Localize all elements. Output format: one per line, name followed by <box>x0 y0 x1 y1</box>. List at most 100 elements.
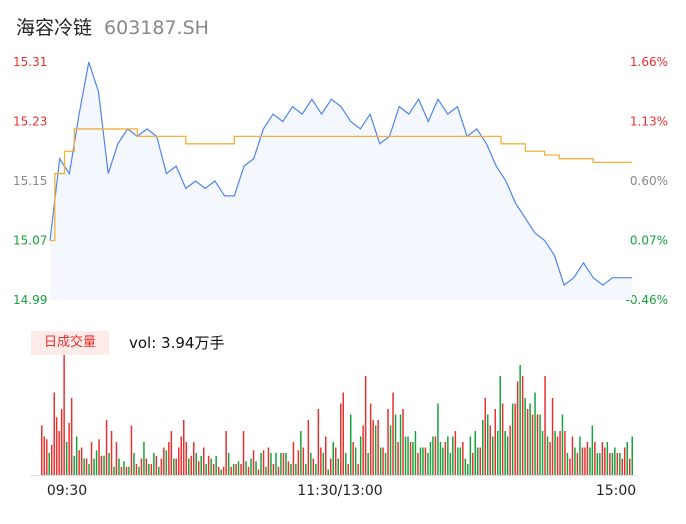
volume-bar <box>205 464 207 475</box>
volume-bar <box>340 403 342 475</box>
volume-bar <box>180 436 182 475</box>
volume-bar <box>252 450 255 476</box>
volume-bar <box>417 453 419 475</box>
volume-bar <box>260 453 262 475</box>
volume-bar <box>183 420 185 475</box>
volume-bar <box>125 466 128 476</box>
volume-bar <box>43 436 45 475</box>
volume-bar <box>227 453 230 475</box>
volume-bar <box>611 453 614 475</box>
volume-bar <box>267 447 270 475</box>
volume-bar <box>494 409 496 475</box>
volume-bar <box>95 450 98 476</box>
x-tick-label: 11:30/13:00 <box>297 483 382 499</box>
volume-bar <box>277 466 280 476</box>
volume-bar <box>399 414 402 475</box>
volume-bar <box>93 458 95 475</box>
volume-bar <box>492 436 494 475</box>
volume-bar <box>105 420 108 475</box>
volume-bar <box>250 458 252 475</box>
volume-bar <box>624 447 626 475</box>
volume-bar <box>310 453 312 475</box>
volume-bar <box>302 447 305 475</box>
volume-bar <box>210 458 212 475</box>
volume-bar <box>576 453 579 475</box>
volume-bar <box>359 436 362 475</box>
volume-bar <box>524 398 526 475</box>
volume-bar <box>469 436 472 475</box>
volume-bar <box>65 442 68 475</box>
volume-bar <box>285 453 287 475</box>
volume-bar <box>589 447 591 475</box>
volume-bar <box>53 392 55 475</box>
volume-bar <box>312 458 315 475</box>
volume-bar <box>345 453 347 475</box>
volume-bar <box>556 436 559 475</box>
volume-bar <box>332 442 334 475</box>
volume-bar <box>128 466 130 476</box>
volume-bar <box>619 453 621 475</box>
volume-bar <box>529 403 531 475</box>
x-tick-label: 15:00 <box>596 483 636 499</box>
volume-bar <box>467 464 469 475</box>
volume-bar <box>193 442 195 475</box>
volume-bar <box>70 398 73 475</box>
volume-bar <box>115 442 118 475</box>
volume-bar <box>78 450 80 476</box>
volume-bar <box>335 447 337 475</box>
volume-bar <box>631 436 633 475</box>
volume-bar <box>257 469 260 475</box>
volume-bar <box>337 458 339 475</box>
volume-bar <box>222 466 225 476</box>
volume-value: vol: 3.94万手 <box>129 334 225 352</box>
volume-bar <box>320 447 322 475</box>
volume-bar <box>429 442 432 475</box>
volume-bar <box>265 466 267 476</box>
volume-bar <box>472 453 474 475</box>
volume-bar <box>175 458 177 475</box>
volume-bar <box>509 425 511 475</box>
volume-bar <box>73 455 75 476</box>
volume-bar <box>170 431 173 475</box>
volume-bar <box>148 464 150 475</box>
volume-bar <box>382 447 384 475</box>
volume-bar <box>601 442 604 475</box>
volume-bar <box>225 431 227 475</box>
volume-bar <box>477 447 479 475</box>
volume-bar <box>434 436 437 475</box>
volume-bar <box>514 403 516 475</box>
volume-bar <box>571 436 574 475</box>
volume-bar <box>165 450 168 476</box>
volume-bar <box>544 376 546 475</box>
volume-bar <box>46 439 48 476</box>
volume-bar <box>504 431 506 475</box>
volume-bar <box>531 414 534 475</box>
volume-bar <box>614 447 616 475</box>
volume-bar <box>559 431 561 475</box>
volume-bar <box>499 376 501 475</box>
volume-bar <box>58 431 60 475</box>
volume-bar <box>424 447 427 475</box>
volume-bar <box>352 442 354 475</box>
volume-bar <box>474 431 476 475</box>
volume-bar <box>103 455 105 476</box>
volume-bar <box>484 398 486 475</box>
volume-bar <box>198 461 200 476</box>
volume-bar <box>534 392 536 475</box>
volume-bar <box>347 464 349 475</box>
volume-bar <box>247 466 250 476</box>
volume-bar <box>280 453 282 475</box>
volume-bar <box>207 455 210 476</box>
volume-bar <box>110 431 113 475</box>
volume-bar <box>564 431 566 475</box>
volume-bar <box>315 464 317 475</box>
volume-bar <box>599 453 601 475</box>
volume-bar <box>362 425 364 475</box>
y-tick-right: 0.60% <box>630 174 668 188</box>
volume-bar <box>108 453 110 475</box>
volume-bar <box>511 403 514 475</box>
volume-bar <box>407 436 409 475</box>
y-tick-left: 15.23 <box>13 115 47 129</box>
volume-bar <box>195 453 197 475</box>
